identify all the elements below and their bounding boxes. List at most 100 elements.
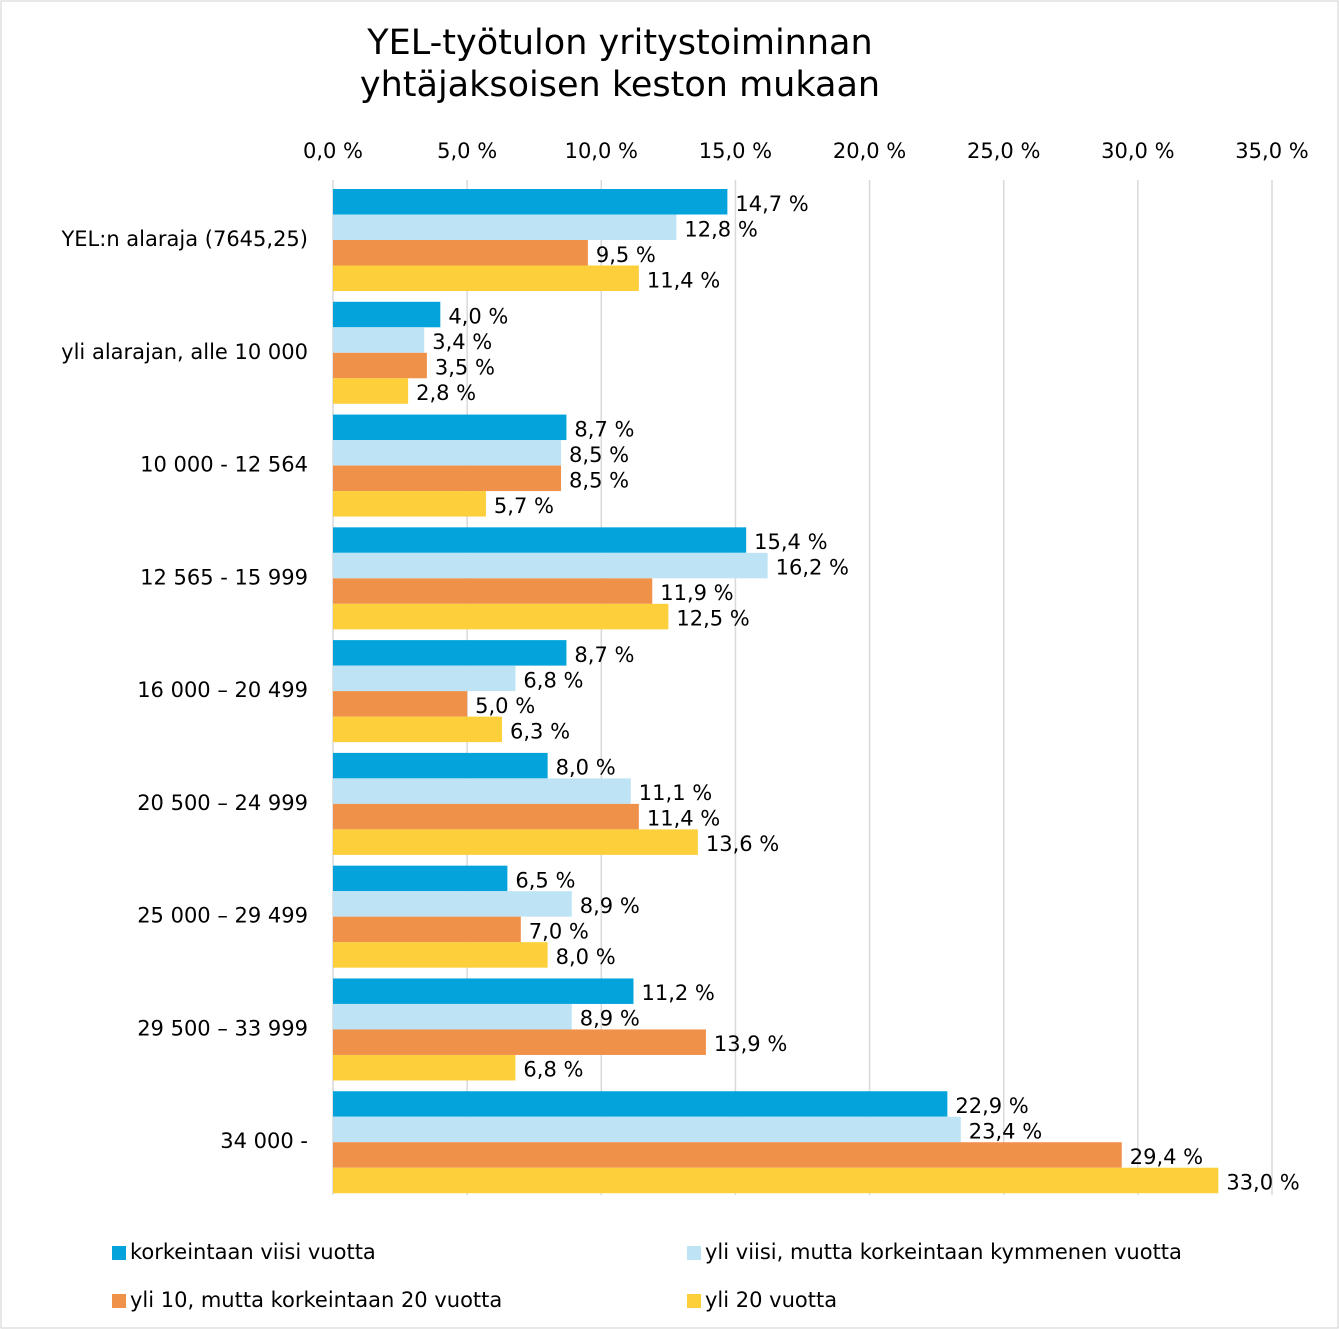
y-tick-label: 34 000 -	[220, 1129, 308, 1153]
value-label: 6,8 %	[523, 1058, 583, 1082]
value-label: 8,0 %	[556, 756, 616, 780]
value-label: 5,0 %	[475, 694, 535, 718]
bar	[333, 440, 562, 466]
bar	[333, 1029, 706, 1055]
x-tick-label: 10,0 %	[565, 139, 638, 163]
value-label: 33,0 %	[1226, 1170, 1299, 1194]
bar	[333, 465, 562, 492]
value-label: 8,5 %	[569, 468, 629, 492]
bar	[333, 803, 639, 830]
legend-label: yli 10, mutta korkeintaan 20 vuotta	[130, 1288, 502, 1312]
value-label: 11,1 %	[639, 781, 712, 805]
value-label: 13,9 %	[714, 1032, 787, 1056]
x-tick-label: 30,0 %	[1101, 139, 1174, 163]
value-label: 13,6 %	[706, 832, 779, 856]
value-label: 6,8 %	[523, 668, 583, 692]
value-label: 3,4 %	[432, 330, 492, 354]
value-label: 11,4 %	[647, 807, 720, 831]
value-label: 14,7 %	[735, 192, 808, 216]
bar	[333, 603, 669, 630]
value-label: 15,4 %	[754, 530, 827, 554]
bar	[333, 301, 441, 328]
value-label: 8,7 %	[574, 417, 634, 441]
legend-swatch	[687, 1294, 701, 1308]
bar	[333, 527, 747, 553]
bar	[333, 665, 516, 692]
bar	[333, 1091, 948, 1117]
value-label: 8,9 %	[580, 894, 640, 918]
value-label: 12,5 %	[676, 607, 749, 631]
bar	[333, 916, 521, 943]
x-tick-label: 20,0 %	[833, 139, 906, 163]
x-tick-label: 5,0 %	[437, 139, 497, 163]
y-tick-label: 25 000 – 29 499	[137, 904, 308, 928]
value-label: 8,0 %	[556, 945, 616, 969]
bar	[333, 214, 677, 240]
bar	[333, 865, 508, 892]
bar	[333, 265, 639, 291]
value-label: 6,5 %	[515, 868, 575, 892]
bar	[333, 691, 468, 717]
value-label: 8,5 %	[569, 443, 629, 467]
value-label: 29,4 %	[1130, 1145, 1203, 1169]
value-label: 11,9 %	[660, 581, 733, 605]
value-label: 11,2 %	[641, 981, 714, 1005]
x-tick-label: 25,0 %	[967, 139, 1040, 163]
value-label: 5,7 %	[494, 494, 554, 518]
chart-title: YEL-työtulon yritystoiminnan yhtäjaksois…	[359, 23, 881, 105]
bar	[333, 978, 634, 1004]
y-tick-label: 12 565 - 15 999	[140, 565, 308, 589]
bar	[333, 716, 503, 743]
bar	[333, 491, 486, 517]
value-label: 8,9 %	[580, 1007, 640, 1031]
legend-swatch	[112, 1246, 126, 1260]
bar	[333, 1167, 1219, 1194]
value-label: 7,0 %	[529, 919, 589, 943]
legend-label: yli 20 vuotta	[705, 1288, 837, 1312]
bar	[333, 414, 567, 441]
y-tick-label: 10 000 - 12 564	[140, 453, 308, 477]
y-tick-label: 20 500 – 24 999	[137, 791, 308, 815]
value-label: 3,5 %	[435, 356, 495, 380]
bar	[333, 942, 548, 968]
y-tick-label: YEL:n alaraja (7645,25)	[60, 227, 308, 251]
value-label: 4,0 %	[448, 305, 508, 329]
bar	[333, 752, 548, 779]
bar	[333, 1116, 961, 1143]
bar	[333, 778, 631, 804]
y-tick-label: 29 500 – 33 999	[137, 1016, 308, 1040]
legend-label: korkeintaan viisi vuotta	[130, 1240, 376, 1264]
bar	[333, 578, 653, 604]
value-label: 23,4 %	[969, 1119, 1042, 1143]
legend-swatch	[112, 1294, 126, 1308]
value-label: 9,5 %	[596, 243, 656, 267]
value-label: 16,2 %	[776, 556, 849, 580]
bar	[333, 829, 698, 855]
value-label: 11,4 %	[647, 268, 720, 292]
value-label: 12,8 %	[684, 217, 757, 241]
bar	[333, 189, 728, 215]
bar	[333, 1142, 1122, 1168]
bar	[333, 1003, 572, 1030]
value-label: 2,8 %	[416, 381, 476, 405]
x-tick-label: 35,0 %	[1235, 139, 1308, 163]
bar	[333, 327, 425, 353]
legend-swatch	[687, 1246, 701, 1260]
bar	[333, 552, 768, 579]
bar	[333, 352, 427, 379]
value-label: 6,3 %	[510, 719, 570, 743]
value-label: 8,7 %	[574, 643, 634, 667]
bar	[333, 240, 588, 266]
y-tick-label: yli alarajan, alle 10 000	[61, 340, 308, 364]
value-label: 22,9 %	[955, 1094, 1028, 1118]
bar	[333, 378, 409, 404]
x-tick-label: 0,0 %	[303, 139, 363, 163]
bar	[333, 891, 572, 917]
legend-label: yli viisi, mutta korkeintaan kymmenen vu…	[705, 1240, 1182, 1264]
y-tick-label: 16 000 – 20 499	[137, 678, 308, 702]
bar	[333, 1054, 516, 1081]
bar	[333, 640, 567, 666]
